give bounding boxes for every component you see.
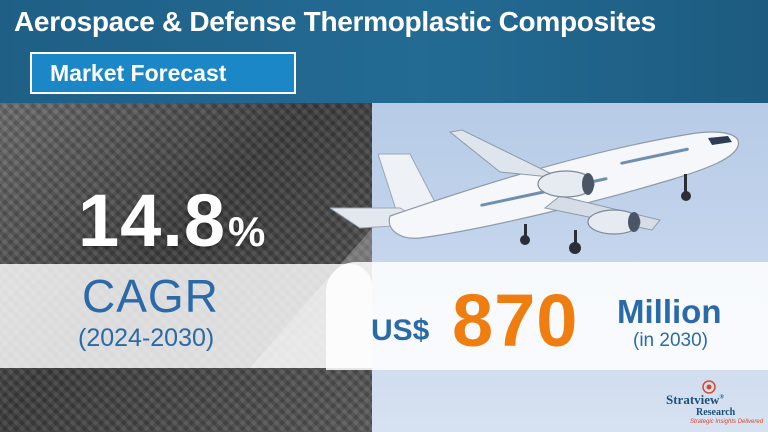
market-value: 870	[452, 279, 579, 362]
market-unit: Million	[617, 293, 722, 330]
cagr-period: (2024-2030)	[78, 324, 215, 352]
logo-tagline: Strategic Insights Delivered	[690, 419, 764, 425]
stratview-logo: Stratview® Research Strategic Insights D…	[666, 380, 764, 428]
airplane-wing	[448, 129, 561, 179]
cagr-label: CAGR	[82, 270, 219, 322]
airplane-image	[330, 129, 740, 254]
subtitle-box: Market Forecast	[30, 52, 296, 94]
logo-name: Stratview®	[666, 392, 724, 407]
airplane-cockpit	[708, 136, 732, 145]
airplane-landing-gear	[520, 174, 691, 254]
logo-registered-mark: ®	[719, 394, 724, 401]
cagr-value: 14.8%	[78, 178, 266, 263]
currency-label: US$	[371, 314, 430, 347]
cagr-percent-sign: %	[228, 208, 267, 255]
cagr-number: 14.8	[78, 179, 227, 262]
page-title: Aerospace & Defense Thermoplastic Compos…	[14, 6, 656, 37]
logo-sub: Research	[696, 407, 736, 418]
cagr-band	[0, 264, 372, 368]
page-subtitle: Market Forecast	[50, 60, 227, 86]
header-banner: Aerospace & Defense Thermoplastic Compos…	[0, 0, 768, 103]
logo-target-icon	[702, 380, 716, 394]
market-year-note: (in 2030)	[633, 330, 708, 351]
market-value-band	[326, 262, 768, 370]
